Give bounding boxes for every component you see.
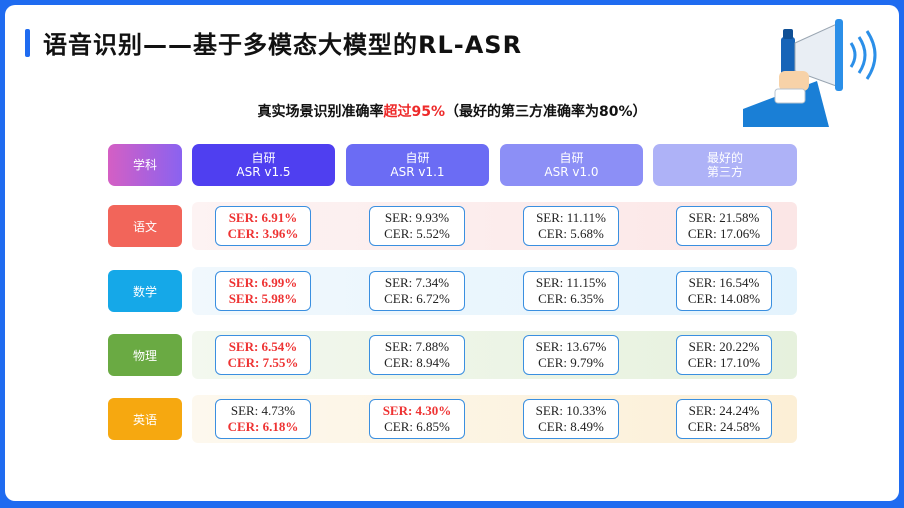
header-subject: 学科 (108, 144, 182, 186)
ser-value: SER: 16.54% (688, 275, 760, 290)
header-col-line2: ASR v1.1 (390, 165, 445, 179)
cer-value: CER: 6.85% (384, 419, 450, 434)
header-col-line1: 自研 (251, 151, 276, 165)
header-col-asr-v15: 自研 ASR v1.5 (192, 144, 335, 186)
ser-value: SER: 7.34% (384, 275, 450, 290)
result-cell: SER: 6.99% SER: 5.98% (215, 271, 311, 311)
cer-value: CER: 6.18% (227, 419, 299, 434)
cer-value: CER: 7.55% (227, 355, 299, 370)
subject-label: 英语 (108, 398, 182, 440)
header-col-line1: 自研 (559, 151, 584, 165)
ser-value: SER: 7.88% (384, 339, 450, 354)
cer-value: CER: 24.58% (687, 419, 761, 434)
result-cell: SER: 11.15% CER: 6.35% (523, 271, 619, 311)
header-col-line2: ASR v1.0 (544, 165, 599, 179)
header-col-asr-v10: 自研 ASR v1.0 (500, 144, 643, 186)
header-col-line2: ASR v1.5 (236, 165, 291, 179)
result-cell: SER: 4.30% CER: 6.85% (369, 399, 465, 439)
header-col-line2: 第三方 (706, 165, 743, 179)
result-cell: SER: 21.58% CER: 17.06% (676, 206, 772, 246)
ser-value: SER: 24.24% (688, 403, 760, 418)
cer-value: CER: 9.79% (538, 355, 604, 370)
result-cell: SER: 13.67% CER: 9.79% (523, 335, 619, 375)
cer-value: CER: 6.35% (538, 291, 604, 306)
ser-value: SER: 9.93% (384, 210, 450, 225)
page-title: 语音识别——基于多模态大模型的RL-ASR (43, 31, 523, 59)
ser-value: SER: 20.22% (688, 339, 760, 354)
subject-label: 数学 (108, 270, 182, 312)
brand-logo-icon (12, 477, 26, 491)
header-col-third-party: 最好的 第三方 (653, 144, 797, 186)
ser-value: SER: 11.15% (535, 275, 607, 290)
result-cell: SER: 11.11% CER: 5.68% (523, 206, 619, 246)
cer-value: CER: 3.96% (227, 226, 299, 241)
subtitle-suffix: （最好的第三方准确率为80%） (445, 104, 647, 120)
result-cell: SER: 10.33% CER: 8.49% (523, 399, 619, 439)
header-col-asr-v11: 自研 ASR v1.1 (346, 144, 489, 186)
result-cell: SER: 7.34% CER: 6.72% (369, 271, 465, 311)
subtitle: 真实场景识别准确率超过95%（最好的第三方准确率为80%） (5, 101, 899, 121)
ser-value: SER: 11.11% (536, 210, 606, 225)
subtitle-prefix: 真实场景识别准确率 (257, 104, 384, 120)
subject-label: 物理 (108, 334, 182, 376)
result-cell: SER: 24.24% CER: 24.58% (676, 399, 772, 439)
result-cell: SER: 7.88% CER: 8.94% (369, 335, 465, 375)
slide: 语音识别——基于多模态大模型的RL-ASR 真实场景识别准确率超过95%（最好的… (5, 5, 899, 501)
result-cell: SER: 20.22% CER: 17.10% (676, 335, 772, 375)
subject-label: 语文 (108, 205, 182, 247)
result-cell: SER: 16.54% CER: 14.08% (676, 271, 772, 311)
subtitle-highlight: 超过95% (383, 104, 445, 120)
result-cell: SER: 6.54% CER: 7.55% (215, 335, 311, 375)
cer-value: CER: 14.08% (687, 291, 761, 306)
ser-value: SER: 6.91% (228, 210, 298, 225)
result-cell: SER: 9.93% CER: 5.52% (369, 206, 465, 246)
megaphone-icon (743, 19, 877, 127)
result-cell: SER: 6.91% CER: 3.96% (215, 206, 311, 246)
header-subject-label: 学科 (132, 158, 157, 172)
ser-value: SER: 21.58% (688, 210, 760, 225)
cer-value: SER: 5.98% (228, 291, 298, 306)
cer-value: CER: 5.52% (384, 226, 450, 241)
ser-value: SER: 6.54% (228, 339, 298, 354)
header-col-line1: 自研 (405, 151, 430, 165)
ser-value: SER: 6.99% (228, 275, 298, 290)
ser-value: SER: 4.30% (382, 403, 452, 418)
footer-brand: 与爱为舞 (11, 473, 79, 495)
ser-value: SER: 13.67% (535, 339, 607, 354)
ser-value: SER: 4.73% (230, 403, 296, 418)
header-col-line1: 最好的 (706, 151, 743, 165)
footer-brand-name: 与爱为舞 (31, 477, 80, 492)
title-accent-bar (25, 29, 30, 57)
cer-value: CER: 8.94% (384, 355, 450, 370)
cer-value: CER: 8.49% (538, 419, 604, 434)
ser-value: SER: 10.33% (535, 403, 607, 418)
cer-value: CER: 17.06% (687, 226, 761, 241)
cer-value: CER: 17.10% (687, 355, 761, 370)
result-cell: SER: 4.73% CER: 6.18% (215, 399, 311, 439)
cer-value: CER: 6.72% (384, 291, 450, 306)
cer-value: CER: 5.68% (538, 226, 604, 241)
